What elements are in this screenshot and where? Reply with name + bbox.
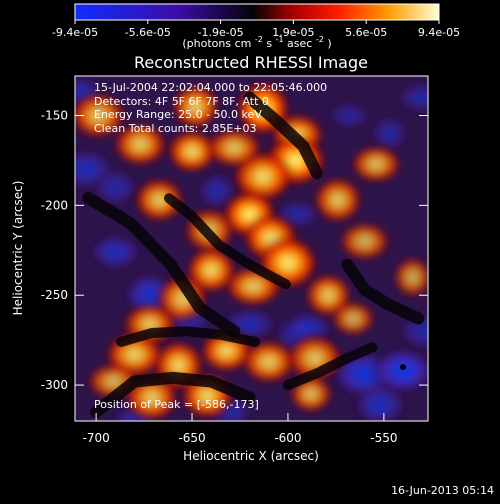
colorbar-unit-exp2: -1: [276, 35, 284, 44]
hot-spot: [330, 300, 376, 337]
min-marker: [400, 364, 407, 371]
cold-spot: [371, 346, 428, 395]
y-tick-label: -300: [41, 378, 68, 392]
x-tick-label: -600: [274, 431, 301, 445]
colorbar-unit: (photons cm -2 s -1 asec -2 ): [182, 32, 331, 50]
colorbar-ticks-group: [74, 20, 440, 24]
colorbar-unit-suffix: ): [327, 37, 331, 50]
hot-spot: [392, 256, 428, 299]
cold-spot: [88, 234, 143, 270]
y-tick-label: -250: [41, 288, 68, 302]
colorbar-bar: [75, 4, 439, 20]
hot-spot: [112, 121, 169, 167]
y-tick-label: -200: [41, 198, 68, 212]
contrast-line: [164, 193, 291, 290]
chart-title: Reconstructed RHESSI Image: [134, 53, 368, 72]
colorbar-tick-label: 1.9e-05: [272, 26, 314, 39]
cold-spot: [353, 383, 407, 421]
colorbar-tick-label: 9.4e-05: [418, 26, 460, 39]
hot-spot: [166, 129, 218, 174]
hot-spot: [133, 177, 186, 223]
contrast-lines-group: [82, 91, 425, 418]
contrast-line: [90, 371, 256, 418]
hot-spot: [349, 144, 403, 184]
x-axis-label: Heliocentric X (arcsec): [183, 449, 319, 463]
hot-spot: [240, 339, 297, 385]
colorbar-tick-label: 5.6e-05: [345, 26, 387, 39]
colorbar-unit-exp1: -2: [255, 35, 263, 44]
hot-spot: [171, 83, 221, 130]
annotation-line-2: Detectors: 4F 5F 6F 7F 8F, Att 0: [94, 95, 269, 108]
y-tick-label: -150: [41, 109, 68, 123]
x-tick-label: -700: [82, 431, 109, 445]
peak-label: Position of Peak = [-586,-173]: [94, 398, 259, 411]
contrast-line: [283, 342, 378, 391]
annotation-line-1: 15-Jul-2004 22:02:04.000 to 22:05:46.000: [94, 81, 327, 94]
hot-spot: [337, 221, 392, 262]
x-tick-label: -550: [370, 431, 397, 445]
colorbar-unit-mid: s: [266, 37, 272, 50]
cold-spot: [327, 102, 371, 130]
contrast-line: [82, 192, 241, 338]
cold-spot: [395, 82, 428, 113]
cold-spot: [91, 168, 139, 207]
colorbar-tick-label: -5.6e-05: [125, 26, 171, 39]
heatmap-layer: [75, 76, 428, 421]
hot-spot: [205, 128, 264, 168]
annotation-line-4: Clean Total counts: 2.85E+03: [94, 122, 257, 135]
hot-spot: [75, 91, 128, 140]
footer-date: 16-Jun-2013 05:14: [391, 484, 494, 497]
x-tick-label: -650: [178, 431, 205, 445]
colorbar-frame: [74, 3, 440, 21]
cold-spot: [370, 115, 410, 152]
contrast-line: [341, 258, 425, 325]
y-axis-group: -150 -200 -250 -300: [41, 109, 428, 392]
colorbar-unit-prefix: (photons cm: [182, 37, 251, 50]
colorbar-unit-mid2: asec: [287, 37, 312, 50]
contrast-line: [116, 326, 261, 347]
x-axis-group: -700 -650 -600 -550: [82, 413, 397, 445]
y-axis-label: Heliocentric Y (arcsec): [11, 181, 25, 316]
colorbar-unit-exp3: -2: [316, 35, 324, 44]
colorbar-tick-label: -9.4e-05: [52, 26, 98, 39]
annotation-line-3: Energy Range: 25.0 - 50.0 keV: [94, 108, 262, 121]
colorbar-tick-labels-group: -9.4e-05 -5.6e-05 -1.9e-05 1.9e-05 5.6e-05 9.…: [52, 26, 460, 39]
plot-frame: [74, 75, 429, 422]
hot-spot: [312, 176, 364, 224]
colorbar-tick-label: -1.9e-05: [197, 26, 243, 39]
contrast-line: [243, 91, 323, 179]
